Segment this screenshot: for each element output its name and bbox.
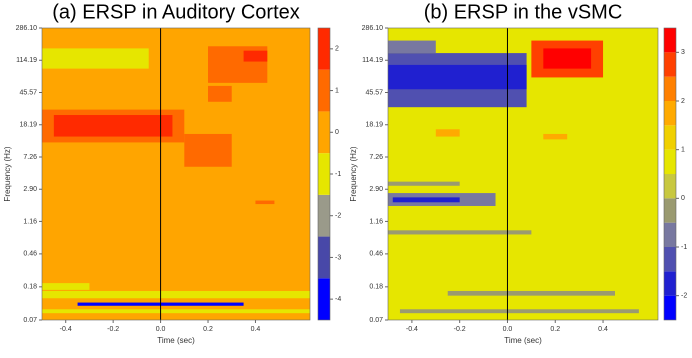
colorbar-band (664, 247, 676, 272)
heat-region (243, 50, 268, 62)
x-axis-label: Time (sec) (157, 336, 195, 345)
heat-region (447, 290, 615, 296)
background-cell (42, 28, 310, 320)
heat-region (543, 48, 592, 69)
y-tick-label: 45.57 (365, 89, 383, 96)
colorbar-tick-label: 3 (681, 49, 685, 56)
x-tick-label: 0.2 (550, 326, 560, 333)
colorbar-band (664, 271, 676, 296)
colorbar-band (318, 111, 330, 154)
y-tick-label: 18.19 (19, 122, 37, 129)
heat-region (388, 40, 436, 54)
x-tick-label: 0.0 (503, 326, 513, 333)
colorbar-tick-label: -2 (335, 213, 341, 220)
heat-region (53, 115, 173, 137)
colorbar-tick-label: -1 (335, 171, 341, 178)
y-tick-label: 286.10 (16, 25, 38, 32)
y-tick-label: 0.18 (369, 284, 383, 291)
colorbar-tick-label: -3 (335, 254, 341, 261)
colorbar-tick-label: 1 (335, 87, 339, 94)
heat-region (184, 133, 232, 167)
x-tick-label: 0.4 (251, 326, 261, 333)
heat-region (388, 181, 460, 186)
y-tick-label: 45.57 (19, 89, 37, 96)
colorbar-band (664, 149, 676, 174)
y-tick-label: 18.19 (365, 122, 383, 129)
y-tick-label: 1.16 (369, 218, 383, 225)
heat-region (42, 290, 310, 299)
colorbar-band (664, 76, 676, 101)
colorbar-band (664, 101, 676, 126)
y-tick-label: 7.26 (369, 154, 383, 161)
chart-title: (a) ERSP in Auditory Cortex (52, 1, 300, 23)
colorbar-band (318, 236, 330, 279)
colorbar-band (664, 52, 676, 77)
colorbar-tick-label: -4 (335, 296, 341, 303)
chart-title: (b) ERSP in the vSMC (424, 1, 623, 23)
colorbar-band (664, 222, 676, 247)
colorbar-band (664, 174, 676, 199)
heat-region (388, 230, 532, 235)
plot-frame (387, 27, 659, 321)
x-axis-label: Time (sec) (504, 336, 542, 345)
x-tick-label: 0.2 (203, 326, 213, 333)
y-tick-label: 114.19 (16, 57, 37, 64)
y-tick-label: 286.10 (362, 25, 384, 32)
y-tick-label: 0.46 (369, 251, 383, 258)
colorbar-band (318, 28, 330, 70)
colorbar-frame (663, 27, 677, 321)
y-tick-label: 0.18 (23, 284, 37, 291)
heat-region (435, 129, 460, 137)
y-tick-label: 0.46 (23, 251, 37, 258)
colorbar-band (318, 194, 330, 237)
heat-region (42, 48, 149, 69)
y-axis-label: Frequency (Hz) (349, 146, 358, 201)
heat-region (42, 283, 90, 290)
colorbar-band (664, 198, 676, 223)
colorbar-band (318, 153, 330, 195)
heat-region (208, 85, 232, 102)
y-tick-label: 2.90 (369, 186, 383, 193)
colorbar-tick-label: 2 (335, 46, 339, 53)
y-tick-label: 0.07 (23, 317, 37, 324)
y-tick-label: 7.26 (23, 154, 37, 161)
y-tick-label: 1.16 (23, 218, 37, 225)
colorbar-band (318, 278, 330, 320)
x-tick-label: -0.2 (107, 326, 119, 333)
heat-region (399, 309, 639, 314)
colorbar-band (664, 125, 676, 150)
colorbar-tick-label: 0 (335, 129, 339, 136)
x-tick-label: -0.4 (60, 326, 72, 333)
colorbar-tick-label: 0 (681, 195, 685, 202)
heat-region (388, 64, 527, 90)
colorbar-tick-label: 2 (681, 98, 685, 105)
colorbar-band (664, 295, 676, 320)
y-tick-label: 2.90 (23, 186, 37, 193)
colorbar-tick-label: -1 (681, 244, 687, 251)
y-tick-label: 114.19 (362, 57, 383, 64)
heat-region (255, 200, 275, 205)
colorbar-tick-label: -2 (681, 293, 687, 300)
plot-frame (41, 27, 311, 321)
x-tick-label: 0.4 (598, 326, 608, 333)
heat-region (392, 197, 460, 203)
x-tick-label: 0.0 (156, 326, 166, 333)
colorbar-band (664, 28, 676, 53)
heat-region (543, 133, 568, 140)
colorbar-tick-label: 1 (681, 147, 685, 154)
heat-region (42, 309, 310, 314)
x-tick-label: -0.2 (454, 326, 466, 333)
y-axis-label: Frequency (Hz) (3, 146, 12, 201)
y-tick-label: 0.07 (369, 317, 383, 324)
x-tick-label: -0.4 (406, 326, 418, 333)
colorbar-band (318, 69, 330, 112)
